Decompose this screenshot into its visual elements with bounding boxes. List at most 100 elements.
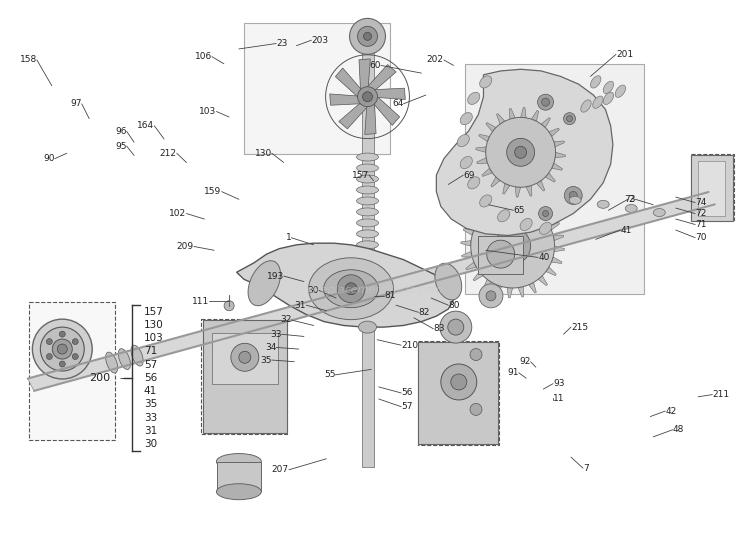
Polygon shape [469,217,479,225]
Polygon shape [462,251,472,257]
Circle shape [441,364,477,400]
Circle shape [505,238,520,254]
Ellipse shape [592,96,603,108]
Text: eReplacementParts.com: eReplacementParts.com [307,285,443,295]
Circle shape [440,311,472,343]
Text: 97: 97 [70,100,82,108]
Text: 57: 57 [144,360,157,370]
Ellipse shape [497,210,510,222]
Polygon shape [460,240,471,246]
Circle shape [46,339,53,344]
Polygon shape [335,68,368,97]
Text: 71: 71 [144,346,157,356]
Polygon shape [364,97,376,135]
Circle shape [362,92,373,102]
Polygon shape [554,141,565,147]
Text: 65: 65 [514,206,525,214]
Ellipse shape [361,265,374,271]
Text: 80: 80 [448,301,460,310]
Ellipse shape [520,218,532,230]
Circle shape [566,116,572,122]
Text: 69: 69 [464,170,475,180]
Polygon shape [477,158,488,163]
Ellipse shape [356,186,379,194]
Text: 40: 40 [538,253,550,262]
Polygon shape [691,156,733,221]
Circle shape [448,319,464,335]
Polygon shape [478,235,524,274]
Ellipse shape [590,76,601,88]
Polygon shape [203,320,286,433]
Polygon shape [542,118,550,128]
Text: 34: 34 [265,343,276,352]
Polygon shape [490,177,500,187]
Polygon shape [507,288,513,298]
Circle shape [59,361,65,367]
Polygon shape [476,147,486,152]
Text: 33: 33 [270,330,281,339]
Ellipse shape [356,219,379,227]
Text: 130: 130 [254,148,272,158]
Text: 207: 207 [272,465,289,474]
Ellipse shape [361,278,374,284]
Text: 96: 96 [116,126,127,136]
Circle shape [538,207,553,221]
Text: 102: 102 [170,209,187,218]
Text: 201: 201 [616,50,633,59]
Polygon shape [542,211,552,221]
Polygon shape [464,229,474,235]
Polygon shape [552,163,562,170]
Polygon shape [483,279,492,290]
Circle shape [345,283,357,295]
Text: 164: 164 [137,122,154,130]
Polygon shape [482,168,493,177]
Polygon shape [524,197,530,207]
Text: 103: 103 [144,333,164,343]
Circle shape [542,98,550,106]
Text: 200: 200 [88,373,110,383]
Bar [691,155,734,220]
Circle shape [486,117,556,187]
Polygon shape [520,107,526,118]
Text: 103: 103 [200,107,217,116]
Circle shape [495,228,530,264]
Text: 71: 71 [695,220,706,229]
Polygon shape [368,88,405,100]
Text: 7: 7 [583,464,589,472]
Polygon shape [339,97,368,129]
Ellipse shape [626,205,638,212]
Circle shape [53,339,72,359]
Polygon shape [509,108,515,119]
Ellipse shape [217,483,261,500]
Polygon shape [546,267,556,276]
Text: 56: 56 [144,373,157,383]
Circle shape [538,94,554,110]
Ellipse shape [356,208,379,216]
Polygon shape [551,257,562,263]
Text: 35: 35 [144,399,157,409]
Polygon shape [515,187,520,197]
Ellipse shape [356,164,379,172]
Polygon shape [503,183,510,194]
Text: 31: 31 [295,301,306,310]
Polygon shape [495,285,502,295]
Circle shape [470,403,482,415]
Polygon shape [545,173,555,182]
Ellipse shape [580,100,591,112]
Polygon shape [368,64,396,97]
Ellipse shape [539,222,552,234]
Polygon shape [236,243,454,327]
Text: 2: 2 [628,195,634,204]
Text: 90: 90 [44,154,55,163]
Ellipse shape [356,175,379,183]
Text: 81: 81 [384,292,395,300]
Text: 91: 91 [507,368,519,377]
Circle shape [40,327,84,371]
Polygon shape [362,28,374,467]
Ellipse shape [468,177,480,189]
Text: 56: 56 [401,388,412,398]
Text: 1: 1 [286,233,291,242]
Text: 211: 211 [712,390,730,399]
Bar [244,23,390,155]
Polygon shape [486,123,496,132]
